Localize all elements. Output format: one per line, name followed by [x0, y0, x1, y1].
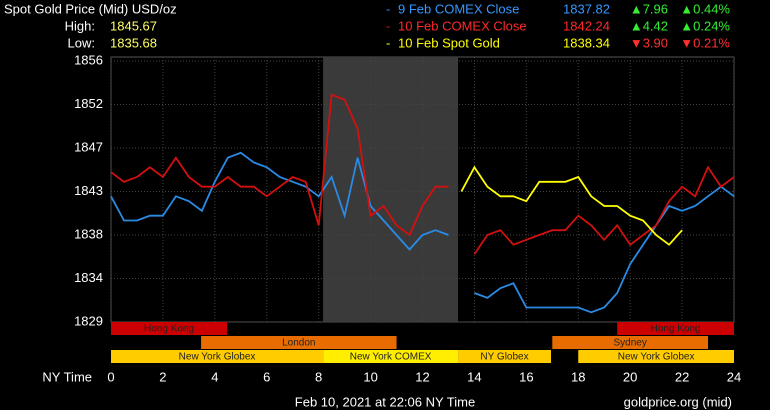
y-tick-label: 1856 [74, 52, 103, 67]
shaded-region [323, 57, 459, 322]
session-label: NY Globex [480, 352, 528, 363]
legend-close: 1842.24 [563, 18, 610, 33]
session-bar [578, 350, 734, 363]
high-label: High: [65, 18, 95, 33]
legend-dash: - [386, 35, 390, 50]
legend-change-pct: ▲0.44% [680, 1, 730, 16]
x-tick-label: 6 [263, 369, 270, 384]
low-value: 1835.68 [110, 35, 157, 50]
series-line [460, 165, 683, 246]
y-tick-label: 1838 [74, 226, 103, 241]
session-label: New York COMEX [350, 352, 432, 363]
low-label: Low: [68, 35, 95, 50]
session-bar [201, 336, 397, 349]
legend-name: 9 Feb COMEX Close [398, 1, 519, 16]
legend-dash: - [386, 18, 390, 33]
session-label: New York Globex [618, 352, 695, 363]
x-tick-label: 24 [727, 369, 741, 384]
footer: Feb 10, 2021 at 22:06 NY Time [295, 394, 475, 409]
session-label: New York Globex [179, 352, 256, 363]
legend-close: 1837.82 [563, 1, 610, 16]
legend-change-pct: ▲0.24% [680, 18, 730, 33]
x-tick-label: 22 [675, 369, 689, 384]
session-label: Hong Kong [651, 324, 701, 335]
legend-change: ▲7.96 [630, 1, 668, 16]
x-tick-label: 20 [623, 369, 637, 384]
legend-dash: - [386, 1, 390, 16]
y-tick-label: 1834 [74, 270, 103, 285]
x-tick-label: 10 [363, 369, 377, 384]
session-bar [111, 350, 324, 363]
x-tick-label: 2 [159, 369, 166, 384]
y-tick-label: 1829 [74, 313, 103, 328]
high-value: 1845.67 [110, 18, 157, 33]
session-label: Sydney [613, 338, 646, 349]
legend-name: 10 Feb COMEX Close [398, 18, 527, 33]
y-tick-label: 1847 [74, 139, 103, 154]
source: goldprice.org (mid) [624, 394, 732, 409]
legend-change-pct: ▼0.21% [680, 35, 730, 50]
x-tick-label: 18 [571, 369, 585, 384]
legend-name: 10 Feb Spot Gold [398, 35, 500, 50]
legend-change: ▼3.90 [630, 35, 668, 50]
x-tick-label: 16 [519, 369, 533, 384]
x-axis-label: NY Time [42, 369, 92, 384]
series-line [110, 151, 735, 314]
session-label: London [282, 338, 315, 349]
session-bar [111, 322, 228, 335]
x-tick-label: 8 [315, 369, 322, 384]
session-bar [552, 336, 709, 349]
x-tick-label: 12 [415, 369, 429, 384]
session-label: Hong Kong [144, 324, 194, 335]
x-tick-label: 14 [467, 369, 481, 384]
session-bar [458, 350, 551, 363]
session-bar [323, 350, 459, 363]
y-tick-label: 1843 [74, 183, 103, 198]
legend-change: ▲4.42 [630, 18, 668, 33]
session-bar [617, 322, 734, 335]
legend-close: 1838.34 [563, 35, 610, 50]
chart-title: Spot Gold Price (Mid) USD/oz [4, 1, 177, 16]
series-line [110, 93, 735, 255]
x-tick-label: 4 [211, 369, 218, 384]
x-tick-label: 0 [107, 369, 114, 384]
y-tick-label: 1852 [74, 96, 103, 111]
